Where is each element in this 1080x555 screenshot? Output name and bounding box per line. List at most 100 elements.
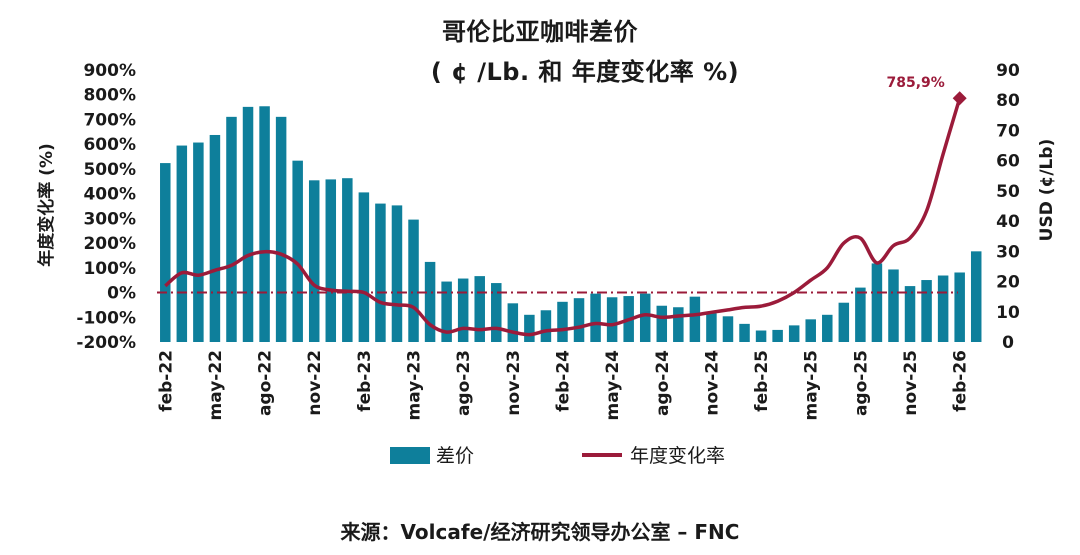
bar bbox=[209, 134, 221, 342]
right-tick-label: 30 bbox=[996, 242, 1020, 262]
annotation-label: 785,9% bbox=[887, 75, 945, 91]
x-axis: feb-22 may-22 ago-22 nov-22 feb-23 may-23 ago-… bbox=[156, 350, 970, 421]
bar bbox=[871, 263, 883, 342]
bar bbox=[507, 303, 519, 342]
right-tick-label: 40 bbox=[996, 212, 1020, 232]
left-tick-label: 900% bbox=[83, 61, 136, 81]
right-tick-label: 20 bbox=[996, 273, 1020, 293]
bar bbox=[855, 287, 866, 342]
bar bbox=[491, 283, 502, 342]
right-tick-label: 90 bbox=[996, 61, 1020, 81]
bar bbox=[739, 323, 750, 342]
bar bbox=[441, 281, 452, 342]
bar bbox=[375, 203, 386, 342]
bar bbox=[457, 278, 469, 342]
source-note: 来源：Volcafe/经济研究领导办公室 – FNC bbox=[340, 520, 740, 544]
bar bbox=[722, 316, 734, 342]
x-tick-label: may-24 bbox=[603, 350, 623, 421]
left-tick-label: -200% bbox=[76, 333, 136, 353]
bar bbox=[573, 298, 585, 342]
bar bbox=[408, 219, 419, 342]
x-tick-label: ago-22 bbox=[256, 350, 276, 416]
x-tick-label: feb-26 bbox=[951, 350, 971, 412]
right-axis: 90 80 70 60 50 40 30 20 10 0 bbox=[996, 61, 1020, 353]
bar bbox=[524, 314, 535, 342]
left-axis: 900% 800% 700% 600% 500% 400% 300% 200% 100% 0% -1… bbox=[76, 61, 136, 353]
bar bbox=[772, 329, 783, 342]
bar bbox=[689, 296, 701, 342]
bar bbox=[292, 160, 303, 342]
bar bbox=[755, 330, 767, 342]
bar bbox=[308, 180, 320, 342]
x-tick-label: nov-24 bbox=[702, 350, 722, 416]
bar bbox=[342, 178, 353, 342]
bar bbox=[160, 163, 171, 342]
x-tick-label: may-25 bbox=[802, 350, 822, 420]
legend-line-label: 年度变化率 bbox=[630, 445, 725, 467]
chart-subtitle: ( ¢ /Lb. 和 年度变化率 %) bbox=[430, 58, 740, 86]
bar bbox=[954, 272, 965, 342]
chart-svg: 900% 800% 700% 600% 500% 400% 300% 200% 100% 0% -1… bbox=[36, 61, 1057, 467]
left-tick-label: -100% bbox=[76, 308, 136, 328]
bar bbox=[176, 145, 188, 342]
bar-series bbox=[160, 106, 982, 343]
bar bbox=[259, 106, 270, 343]
y-axis-right-label: USD (¢/Lb) bbox=[1037, 139, 1057, 242]
legend: 差价 年度变化率 bbox=[390, 445, 725, 467]
x-tick-label: feb-24 bbox=[553, 350, 573, 412]
bar bbox=[706, 313, 717, 342]
bar bbox=[673, 307, 684, 342]
left-tick-label: 0% bbox=[107, 284, 136, 304]
bar bbox=[557, 301, 568, 342]
annotation-marker bbox=[952, 91, 967, 106]
bar bbox=[904, 286, 916, 342]
bar bbox=[242, 106, 254, 342]
left-tick-label: 800% bbox=[83, 86, 136, 106]
x-tick-label: ago-25 bbox=[851, 350, 871, 416]
legend-bar-label: 差价 bbox=[436, 445, 474, 467]
bar bbox=[805, 319, 816, 342]
bar bbox=[921, 280, 932, 342]
left-tick-label: 300% bbox=[83, 209, 136, 229]
x-tick-label: nov-22 bbox=[305, 350, 325, 416]
x-tick-label: ago-24 bbox=[653, 350, 673, 416]
right-tick-label: 70 bbox=[996, 121, 1020, 141]
bar bbox=[606, 297, 618, 342]
x-tick-label: nov-25 bbox=[901, 350, 921, 416]
left-tick-label: 600% bbox=[83, 135, 136, 155]
bar bbox=[970, 251, 982, 342]
x-tick-label: may-22 bbox=[206, 350, 226, 420]
bar bbox=[391, 205, 403, 342]
left-tick-label: 700% bbox=[83, 110, 136, 130]
left-tick-label: 200% bbox=[83, 234, 136, 254]
bar bbox=[358, 192, 370, 342]
legend-bar-swatch bbox=[390, 447, 430, 464]
bar bbox=[193, 142, 204, 342]
right-tick-label: 10 bbox=[996, 303, 1020, 323]
left-tick-label: 500% bbox=[83, 160, 136, 180]
x-tick-label: may-23 bbox=[405, 350, 425, 420]
x-tick-label: feb-22 bbox=[156, 350, 176, 412]
bar bbox=[937, 275, 949, 342]
bar bbox=[822, 314, 833, 342]
bar bbox=[474, 276, 485, 342]
bar bbox=[325, 179, 337, 342]
bar bbox=[656, 305, 668, 342]
right-tick-label: 50 bbox=[996, 182, 1020, 202]
bar bbox=[639, 293, 651, 342]
x-tick-label: feb-23 bbox=[355, 350, 375, 412]
bar bbox=[540, 310, 552, 342]
right-tick-label: 60 bbox=[996, 152, 1020, 172]
bar bbox=[888, 269, 899, 342]
x-tick-label: nov-23 bbox=[504, 350, 524, 416]
annual-change-line bbox=[164, 97, 962, 337]
y-axis-left-label: 年度变化率 (%) bbox=[36, 143, 57, 267]
bar bbox=[590, 293, 601, 342]
bar bbox=[226, 116, 237, 342]
left-tick-label: 400% bbox=[83, 185, 136, 205]
x-tick-label: feb-25 bbox=[752, 350, 772, 412]
left-tick-label: 100% bbox=[83, 259, 136, 279]
bar bbox=[275, 116, 287, 342]
right-tick-label: 0 bbox=[1002, 333, 1014, 353]
bar bbox=[788, 325, 800, 342]
